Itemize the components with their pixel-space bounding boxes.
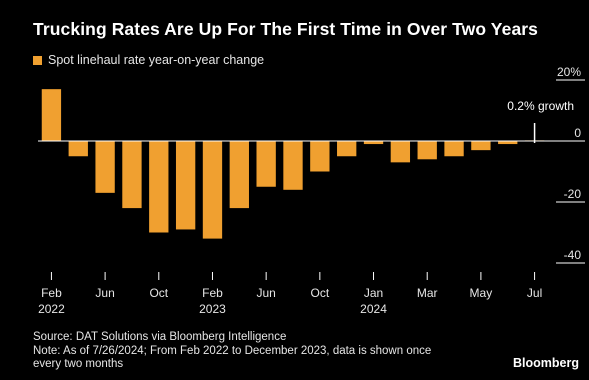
bar-2022-04 [68, 141, 88, 157]
note-text-line2: every two months [33, 358, 124, 370]
x-tick-label: Oct [149, 286, 168, 300]
bar-2023-08 [283, 141, 303, 190]
bar-2022-12 [175, 141, 196, 230]
x-tick-year-label: 2022 [38, 302, 65, 316]
bar-2024-04 [444, 141, 464, 157]
x-tick-year-label: 2024 [360, 302, 387, 316]
annotation-label: 0.2% growth [507, 99, 574, 113]
bar-2022-06 [95, 141, 115, 193]
x-tick-label: Mar [417, 286, 438, 300]
x-tick-year-label: 2023 [199, 302, 226, 316]
bar-2024-05 [471, 141, 491, 151]
y-tick-label: 20% [557, 65, 581, 79]
x-tick-label: Oct [311, 286, 330, 300]
bar-2023-10 [310, 141, 330, 172]
bar-2022-02 [41, 89, 62, 141]
x-tick-label: Jan [364, 286, 383, 300]
source-text: Source: DAT Solutions via Bloomberg Inte… [33, 331, 287, 343]
y-tick-label: -40 [564, 248, 582, 262]
bar-2024-02 [390, 141, 411, 163]
bar-2024-06 [498, 141, 518, 145]
x-tick-label: May [470, 286, 493, 300]
bar-2022-08 [122, 141, 142, 209]
note-text-line1: Note: As of 7/26/2024; From Feb 2022 to … [33, 344, 432, 357]
y-tick-label: -20 [564, 187, 582, 201]
x-tick-label: Feb [41, 286, 62, 300]
bar-2023-12 [337, 141, 357, 157]
bar-2023-02 [202, 141, 223, 239]
legend-label: Spot linehaul rate year-on-year change [48, 53, 265, 67]
bar-2023-04 [229, 141, 249, 209]
footer: Source: DAT Solutions via Bloomberg Inte… [33, 331, 431, 372]
bar-2024-03 [417, 141, 437, 160]
y-axis-ticks: 20% 0 -20 -40 [556, 65, 585, 264]
x-tick-label: Jul [527, 286, 542, 300]
legend: Spot linehaul rate year-on-year change [33, 53, 264, 67]
bloomberg-logo: Bloomberg [513, 356, 579, 370]
chart-title: Trucking Rates Are Up For The First Time… [33, 19, 539, 39]
x-tick-label: Jun [256, 286, 275, 300]
x-tick-label: Jun [95, 286, 114, 300]
x-tick-label: Feb [202, 286, 223, 300]
bar-2022-10 [149, 141, 169, 233]
legend-swatch [33, 55, 42, 65]
y-tick-label: 0 [574, 126, 581, 140]
x-axis-ticks: Feb 2022 Jun Oct Feb 2023 Jun Oct Jan 2024 Mar May J… [38, 272, 542, 316]
bars-group [41, 89, 545, 239]
bar-2023-06 [256, 141, 276, 187]
bar-2024-01 [363, 141, 384, 145]
